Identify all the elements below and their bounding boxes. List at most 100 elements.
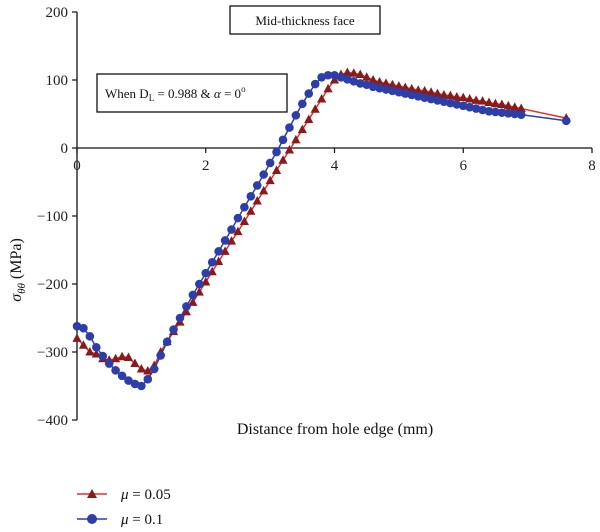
data-point-series-1 <box>426 94 436 104</box>
data-point-series-1 <box>246 191 256 201</box>
data-point-series-1 <box>92 342 101 352</box>
data-point-series-1 <box>291 111 301 120</box>
data-point-series-0 <box>259 185 269 195</box>
data-point-series-1 <box>278 135 288 145</box>
data-point-series-0 <box>117 351 127 361</box>
data-point-series-0 <box>252 196 262 205</box>
data-point-series-1 <box>201 268 211 278</box>
data-point-series-1 <box>143 374 153 384</box>
data-point-series-1 <box>298 99 307 109</box>
data-point-series-0 <box>362 72 372 81</box>
x-tick-label: 4 <box>331 158 339 174</box>
data-point-series-1 <box>355 79 365 88</box>
data-point-series-1 <box>497 108 507 117</box>
data-point-series-1 <box>516 110 526 119</box>
data-point-series-1 <box>111 366 120 375</box>
y-tick-label: 0 <box>61 141 69 157</box>
data-point-series-1 <box>188 290 198 300</box>
data-point-series-1 <box>117 371 127 381</box>
legend: μ = 0.05 μ = 0.1 <box>77 487 171 528</box>
y-tick-label: −100 <box>37 209 68 225</box>
data-point-series-1 <box>484 106 494 116</box>
data-point-series-1 <box>413 92 423 101</box>
y-tick-label: −200 <box>37 277 68 293</box>
data-point-series-0 <box>432 88 443 98</box>
series-line-0 <box>76 71 567 372</box>
data-point-series-1 <box>510 109 520 119</box>
data-point-series-0 <box>188 297 198 306</box>
data-point-series-0 <box>194 287 204 296</box>
data-point-series-1 <box>458 101 468 111</box>
x-tick-label: 0 <box>73 158 81 174</box>
data-point-series-0 <box>233 226 243 236</box>
data-point-series-1 <box>175 313 185 323</box>
data-point-series-1 <box>182 302 191 311</box>
data-point-series-1 <box>214 247 223 256</box>
data-point-series-1 <box>252 181 262 190</box>
data-point-series-0 <box>439 89 449 99</box>
data-point-series-0 <box>355 69 365 79</box>
data-point-series-0 <box>72 333 82 342</box>
data-point-series-1 <box>452 100 462 109</box>
annotation-text: When DL = 0.988 & α = 0o <box>105 84 246 103</box>
data-point-series-0 <box>278 155 288 164</box>
data-point-series-0 <box>291 134 301 144</box>
legend-circle-marker <box>87 514 97 524</box>
data-point-series-1 <box>310 79 320 89</box>
data-point-series-0 <box>304 114 314 123</box>
data-point-series-1 <box>137 381 146 391</box>
data-point-series-1 <box>407 90 417 100</box>
series-line-1 <box>76 74 567 387</box>
data-point-series-0 <box>342 67 352 77</box>
legend-label-mu-0-1: μ = 0.1 <box>120 512 163 528</box>
data-point-series-1 <box>169 325 178 334</box>
data-point-series-0 <box>368 75 378 84</box>
data-point-series-1 <box>433 96 442 105</box>
data-point-series-1 <box>220 236 230 245</box>
data-point-series-0 <box>181 306 192 316</box>
data-point-series-1 <box>240 202 249 212</box>
data-point-series-0 <box>374 77 385 86</box>
data-point-series-0 <box>516 103 526 113</box>
data-point-series-0 <box>503 100 513 110</box>
data-point-series-0 <box>297 124 307 134</box>
data-point-series-1 <box>471 104 481 113</box>
data-point-series-0 <box>413 85 423 94</box>
data-point-series-0 <box>271 165 282 174</box>
data-point-series-0 <box>226 236 237 245</box>
data-point-series-0 <box>484 97 494 106</box>
data-point-series-0 <box>284 145 295 154</box>
data-point-series-1 <box>394 87 404 97</box>
data-point-series-1 <box>207 257 217 267</box>
data-point-series-1 <box>401 89 410 98</box>
data-point-series-1 <box>149 364 159 374</box>
data-point-series-0 <box>426 87 436 96</box>
data-point-series-1 <box>104 359 114 368</box>
chart-title: Mid-thickness face <box>255 13 355 28</box>
data-point-series-0 <box>465 94 475 103</box>
data-point-series-1 <box>381 85 391 94</box>
data-point-series-1 <box>79 323 88 333</box>
data-point-series-0 <box>420 85 430 95</box>
data-point-series-1 <box>98 351 108 361</box>
y-tick-label: −400 <box>37 413 68 429</box>
data-point-series-1 <box>195 279 204 289</box>
data-point-series-0 <box>85 347 95 356</box>
data-point-series-0 <box>477 96 488 105</box>
data-point-series-0 <box>381 78 391 87</box>
legend-item-mu-0-1: μ = 0.1 <box>77 512 163 528</box>
x-tick-label: 2 <box>202 158 210 174</box>
data-point-series-0 <box>123 352 134 361</box>
data-point-series-1 <box>265 158 275 168</box>
data-point-series-0 <box>136 364 146 373</box>
x-tick-label: 6 <box>460 158 468 174</box>
data-point-series-0 <box>323 83 333 93</box>
legend-item-mu-0-05: μ = 0.05 <box>77 487 171 503</box>
annotation-box: When DL = 0.988 & α = 0o <box>96 73 288 113</box>
data-point-series-0 <box>407 83 417 93</box>
data-point-series-1 <box>233 213 243 223</box>
data-point-series-0 <box>349 68 359 77</box>
data-point-series-1 <box>227 225 236 234</box>
data-point-series-1 <box>323 70 333 80</box>
data-point-series-1 <box>491 107 500 117</box>
